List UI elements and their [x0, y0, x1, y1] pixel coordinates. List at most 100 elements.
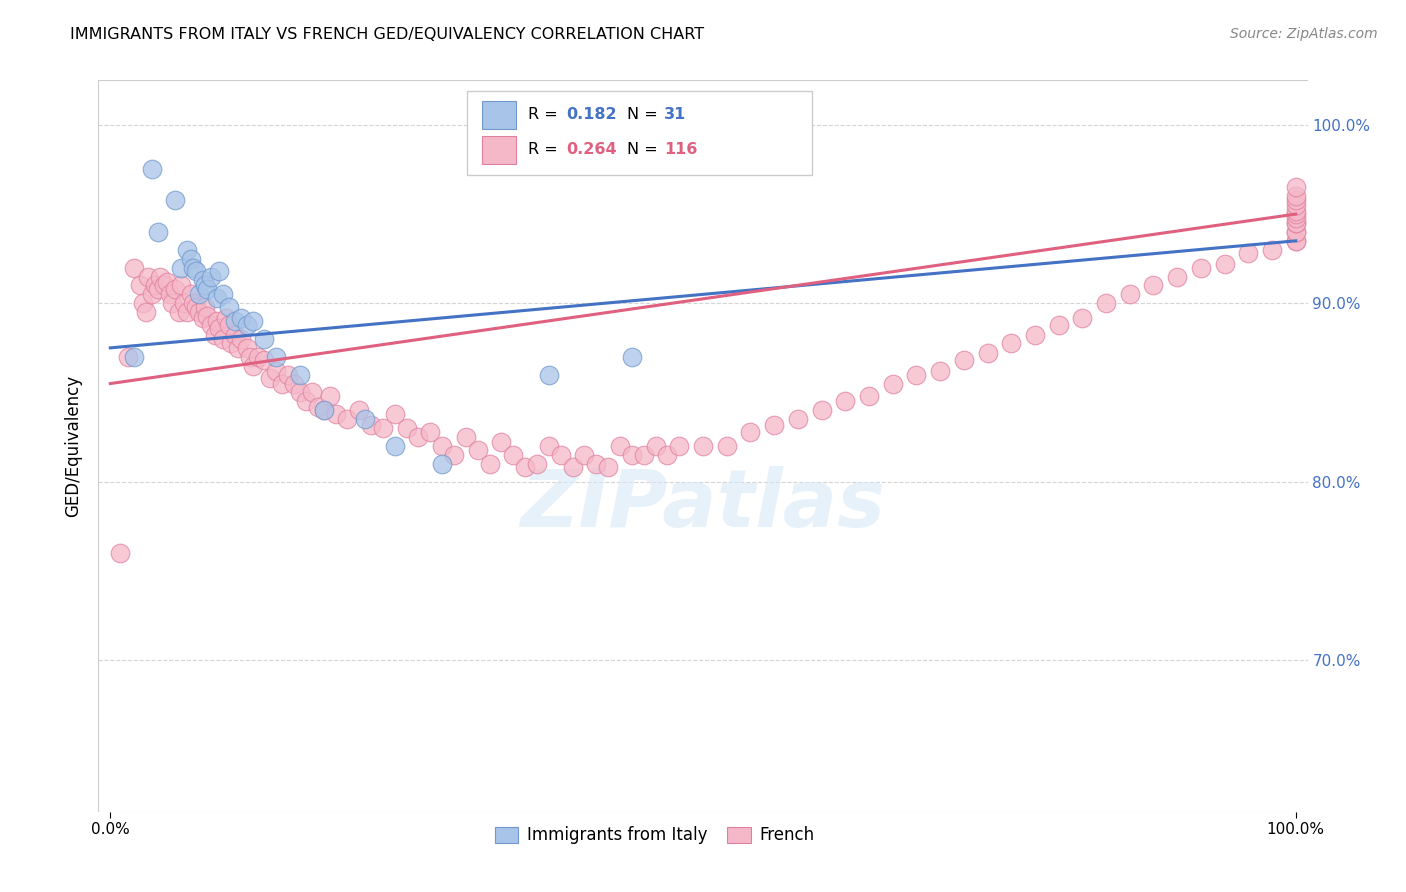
Point	[156, 275, 179, 289]
Point	[384, 439, 406, 453]
Point	[165, 193, 187, 207]
Point	[692, 439, 714, 453]
Point	[181, 260, 204, 275]
Text: N =: N =	[627, 107, 662, 122]
Point	[200, 269, 222, 284]
Point	[929, 364, 952, 378]
Point	[657, 448, 679, 462]
Point	[205, 314, 228, 328]
Point	[146, 225, 169, 239]
Point	[526, 457, 548, 471]
Point	[188, 305, 211, 319]
Point	[620, 448, 643, 462]
Point	[1285, 234, 1308, 248]
Point	[122, 350, 145, 364]
Point	[1285, 234, 1308, 248]
Point	[467, 442, 489, 457]
Bar	[482, 136, 516, 163]
Point	[136, 269, 159, 284]
Point	[141, 287, 163, 301]
Point	[132, 296, 155, 310]
Point	[395, 421, 418, 435]
Point	[432, 439, 454, 453]
Point	[668, 439, 690, 453]
Point	[143, 278, 166, 293]
Point	[242, 314, 264, 328]
Text: 116: 116	[664, 142, 697, 157]
Text: 31: 31	[664, 107, 686, 122]
Point	[188, 287, 211, 301]
Point	[194, 278, 217, 293]
Point	[239, 350, 262, 364]
Point	[491, 435, 513, 450]
Point	[108, 546, 131, 560]
Point	[354, 412, 377, 426]
Point	[229, 310, 252, 325]
Point	[277, 368, 299, 382]
Point	[561, 460, 583, 475]
Point	[537, 368, 560, 382]
Text: 0.264: 0.264	[567, 142, 617, 157]
Point	[197, 309, 219, 323]
Point	[301, 385, 323, 400]
Point	[235, 318, 257, 332]
Point	[408, 430, 430, 444]
Point	[1285, 225, 1308, 239]
Point	[184, 264, 207, 278]
Point	[170, 260, 193, 275]
Point	[181, 296, 204, 310]
Point	[264, 364, 287, 378]
Point	[620, 350, 643, 364]
Point	[537, 439, 560, 453]
Point	[160, 296, 183, 310]
Point	[212, 287, 235, 301]
Point	[176, 305, 198, 319]
Point	[318, 389, 340, 403]
Point	[1189, 260, 1212, 275]
Point	[1285, 203, 1308, 218]
Point	[218, 318, 240, 332]
Point	[229, 332, 252, 346]
Point	[224, 328, 246, 343]
Point	[288, 385, 311, 400]
Point	[208, 264, 231, 278]
Point	[1285, 216, 1308, 230]
Point	[1285, 225, 1308, 239]
Point	[454, 430, 477, 444]
Point	[176, 243, 198, 257]
Point	[336, 412, 359, 426]
Point	[152, 278, 174, 293]
Text: Source: ZipAtlas.com: Source: ZipAtlas.com	[1230, 27, 1378, 41]
Text: IMMIGRANTS FROM ITALY VS FRENCH GED/EQUIVALENCY CORRELATION CHART: IMMIGRANTS FROM ITALY VS FRENCH GED/EQUI…	[70, 27, 704, 42]
Point	[295, 394, 318, 409]
Point	[122, 260, 145, 275]
Point	[312, 403, 335, 417]
Point	[882, 376, 904, 391]
Point	[219, 335, 242, 350]
Point	[810, 403, 832, 417]
Point	[716, 439, 738, 453]
Point	[167, 305, 190, 319]
Point	[212, 332, 235, 346]
Point	[1285, 207, 1308, 221]
Point	[1000, 335, 1022, 350]
Point	[478, 457, 501, 471]
Point	[173, 296, 195, 310]
Bar	[467, 91, 811, 176]
Point	[200, 318, 222, 332]
Point	[550, 448, 572, 462]
Point	[226, 341, 249, 355]
Point	[574, 448, 596, 462]
Point	[247, 350, 270, 364]
Point	[197, 282, 219, 296]
Point	[515, 460, 537, 475]
Point	[786, 412, 808, 426]
Text: R =: R =	[527, 142, 562, 157]
Point	[905, 368, 928, 382]
Point	[205, 291, 228, 305]
Point	[1213, 257, 1236, 271]
Point	[146, 282, 169, 296]
Point	[952, 353, 974, 368]
Point	[1285, 189, 1308, 203]
Point	[1285, 216, 1308, 230]
